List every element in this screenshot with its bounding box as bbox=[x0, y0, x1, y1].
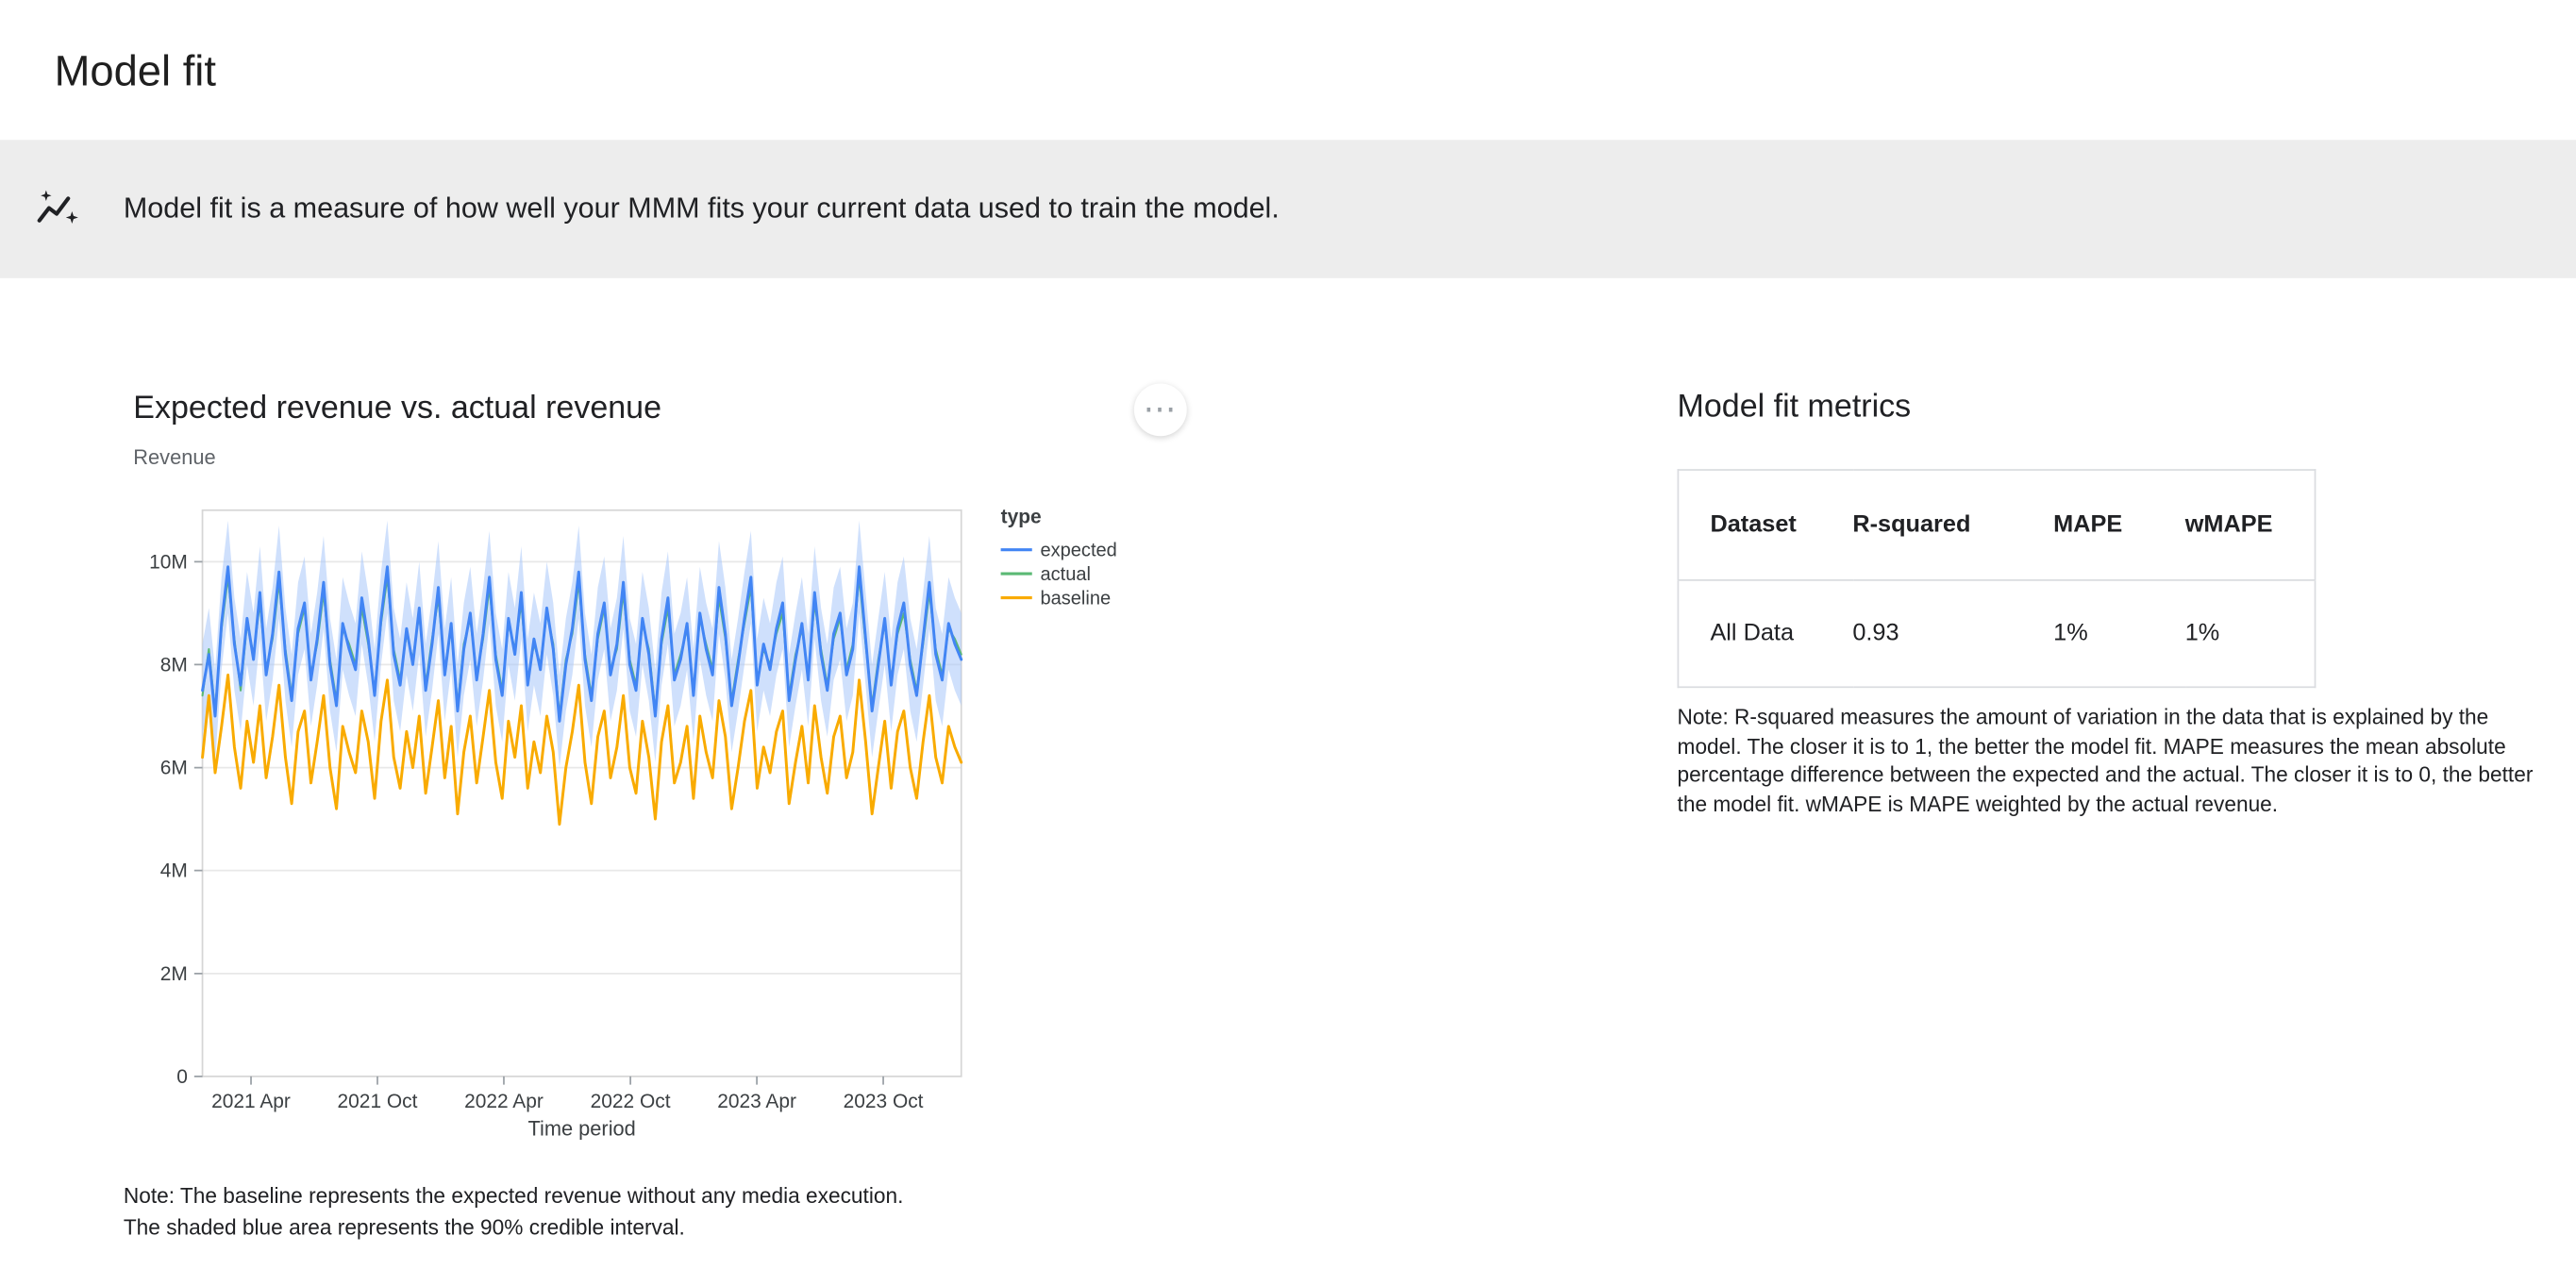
metrics-header-dataset: Dataset bbox=[1710, 511, 1797, 539]
page-title: Model fit bbox=[54, 46, 216, 96]
metrics-table: Dataset R-squared MAPE wMAPE All Data 0.… bbox=[1677, 469, 2317, 689]
svg-text:2022 Apr: 2022 Apr bbox=[464, 1091, 544, 1112]
svg-text:2023 Oct: 2023 Oct bbox=[844, 1091, 924, 1112]
metrics-header-r-squared: R-squared bbox=[1852, 511, 1971, 539]
revenue-chart-svg: 0 2M 4M 6M 8M 10M 2021 Apr 2021 Oct 2022 Apr 2022… bbox=[149, 507, 1117, 1141]
metrics-cell-wmape: 1% bbox=[2184, 620, 2220, 647]
chart-actions-button[interactable]: ⋯ bbox=[1133, 383, 1187, 437]
svg-text:2021 Apr: 2021 Apr bbox=[211, 1091, 291, 1112]
chart-title: Expected revenue vs. actual revenue bbox=[133, 390, 662, 426]
svg-text:8M: 8M bbox=[160, 654, 188, 676]
chart-y-axis-label: Revenue bbox=[133, 445, 216, 470]
svg-text:actual: actual bbox=[1040, 564, 1091, 585]
info-banner-text: Model fit is a measure of how well your … bbox=[123, 191, 1280, 225]
svg-text:10M: 10M bbox=[149, 551, 188, 573]
svg-text:2M: 2M bbox=[160, 963, 188, 985]
trend-sparkle-icon bbox=[37, 190, 78, 225]
svg-text:type: type bbox=[1001, 507, 1042, 528]
chart-note: Note: The baseline represents the expect… bbox=[124, 1180, 904, 1243]
ellipsis-icon: ⋯ bbox=[1143, 392, 1179, 428]
chart-note-line-2: The shaded blue area represents the 90% … bbox=[123, 1214, 685, 1240]
svg-text:2021 Oct: 2021 Oct bbox=[338, 1091, 418, 1112]
info-banner: Model fit is a measure of how well your … bbox=[0, 140, 2576, 278]
chart-note-line-1: Note: The baseline represents the expect… bbox=[123, 1183, 904, 1209]
metrics-table-row: All Data 0.93 1% 1% bbox=[1678, 580, 2315, 687]
metrics-cell-mape: 1% bbox=[2053, 620, 2088, 647]
metrics-table-header-row: Dataset R-squared MAPE wMAPE bbox=[1678, 470, 2316, 580]
svg-text:Time period: Time period bbox=[528, 1117, 636, 1141]
svg-text:2023 Apr: 2023 Apr bbox=[717, 1091, 796, 1112]
metrics-title: Model fit metrics bbox=[1677, 388, 1912, 426]
metrics-header-mape: MAPE bbox=[2053, 511, 2123, 539]
metrics-cell-r-squared: 0.93 bbox=[1852, 620, 1899, 647]
expected-vs-actual-chart: 0 2M 4M 6M 8M 10M 2021 Apr 2021 Oct 2022 Apr 2022… bbox=[124, 493, 1210, 1152]
metrics-note: Note: R-squared measures the amount of v… bbox=[1677, 704, 2534, 816]
svg-text:4M: 4M bbox=[160, 860, 188, 882]
svg-text:6M: 6M bbox=[160, 758, 188, 779]
svg-text:expected: expected bbox=[1040, 541, 1116, 561]
svg-text:2022 Oct: 2022 Oct bbox=[591, 1091, 671, 1112]
metrics-header-wmape: wMAPE bbox=[2184, 511, 2273, 539]
metrics-cell-dataset: All Data bbox=[1710, 620, 1795, 647]
svg-text:0: 0 bbox=[176, 1066, 188, 1088]
svg-text:baseline: baseline bbox=[1040, 589, 1111, 609]
